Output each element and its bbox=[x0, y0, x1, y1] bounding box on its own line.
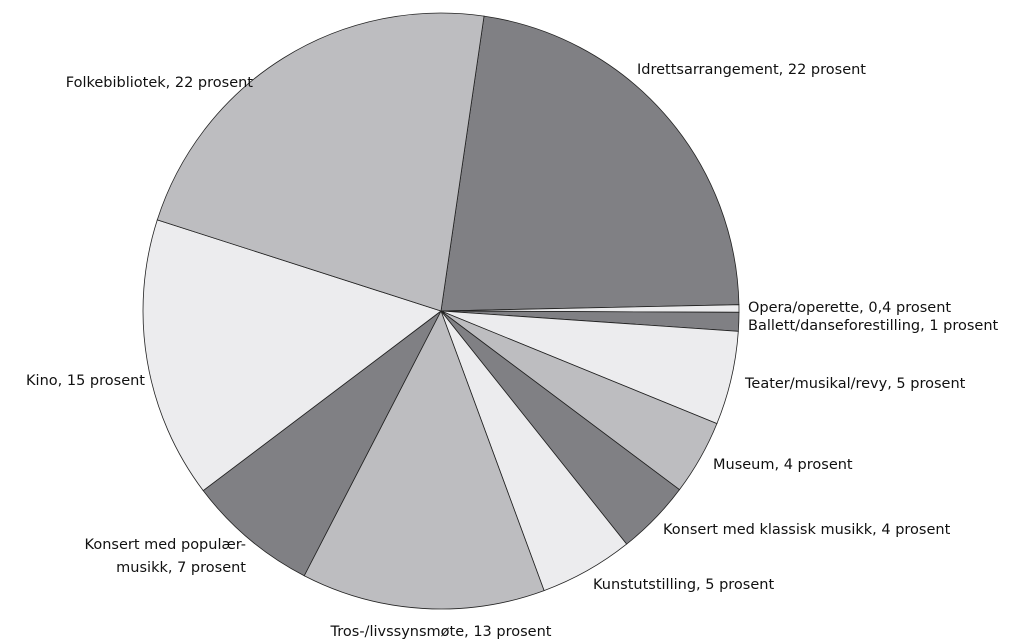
slice-label: Konsert med klassisk musikk, 4 prosent bbox=[663, 522, 951, 538]
pie-slice bbox=[440, 15, 740, 312]
pie-slice bbox=[156, 12, 485, 312]
slice-label: musikk, 7 prosent bbox=[116, 560, 246, 576]
slice-label: Kunstutstilling, 5 prosent bbox=[593, 577, 774, 593]
pie-slice bbox=[202, 310, 442, 577]
pie-slice bbox=[142, 219, 442, 492]
slice-label: Teater/musikal/revy, 5 prosent bbox=[744, 376, 966, 392]
slice-label: Idrettsarrangement, 22 prosent bbox=[637, 62, 866, 78]
slice-label: Ballett/danseforestilling, 1 prosent bbox=[748, 318, 999, 334]
slice-label: Konsert med populær- bbox=[85, 537, 246, 553]
slice-label: Folkebibliotek, 22 prosent bbox=[66, 75, 254, 91]
slice-label: Museum, 4 prosent bbox=[713, 457, 853, 473]
pie-slice bbox=[303, 310, 545, 610]
slice-label: Tros-/livssynsmøte, 13 prosent bbox=[330, 624, 552, 640]
slice-label: Kino, 15 prosent bbox=[26, 373, 145, 389]
slice-label: Opera/operette, 0,4 prosent bbox=[748, 300, 951, 316]
